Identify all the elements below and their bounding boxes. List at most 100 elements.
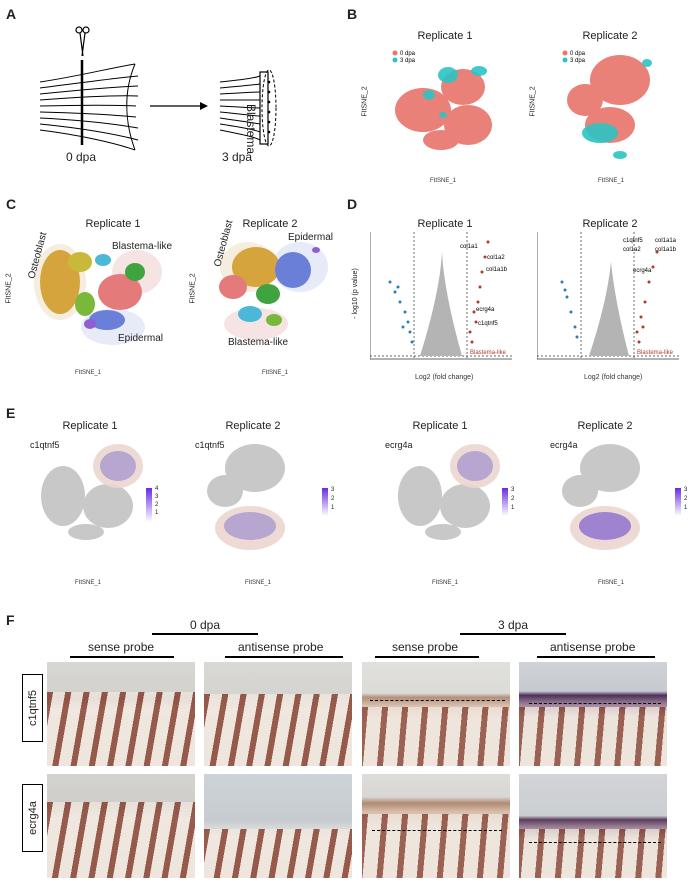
f-row-label-c1qtnf5: c1qtnf5 [22, 674, 43, 742]
c-rep1-epidermal: Epidermal [118, 333, 164, 344]
fin-rays-3dpa [219, 75, 261, 141]
e-scale-0 [146, 488, 152, 522]
b-rep1-scatter: 0 dpa 3 dpa [392, 50, 492, 150]
panel-letter-d: D [347, 196, 358, 212]
e-title-2: Replicate 1 [412, 420, 468, 432]
e-scale-3-labels: 3 2 1 [684, 486, 687, 513]
d-rep1-gene-1: col1a2 [487, 255, 505, 261]
c-rep2-ylabel: FItSNE_2 [189, 273, 197, 304]
c-rep1-xlabel: FItSNE_1 [75, 370, 102, 376]
d-rep1-corner: Blastema-like [470, 350, 507, 356]
e-xlabel-1: FItSNE_1 [245, 580, 272, 586]
e-scale-2 [502, 488, 508, 516]
e-scale-0-l2: 2 [155, 502, 159, 508]
d-rep1-gene-3: ecrg4a [476, 307, 495, 313]
e-title-1: Replicate 2 [225, 420, 281, 432]
f-bar-3dpa [460, 633, 566, 635]
panel-letter-c: C [6, 196, 17, 212]
e-plot-3 [562, 444, 640, 550]
e-scale-0-l0: 4 [155, 486, 159, 492]
c-rep2-epidermal: Epidermal [288, 232, 334, 243]
b-rep1-cloud-3dpa [423, 66, 487, 118]
e-scale-0-l1: 3 [155, 494, 159, 500]
label-blastema: Blastema [244, 104, 258, 155]
d-rep2-gene-4: ecrg4a [633, 268, 652, 274]
d-rep2-gene-0: c1qtnf5 [623, 238, 643, 244]
b-rep1-xlabel: FItSNE_1 [430, 178, 457, 184]
f-probe-0: sense probe [88, 640, 155, 654]
b-rep1-ylabel: FItSNE_2 [361, 86, 369, 117]
d-rep2-gene-3: col1a1b [655, 247, 677, 253]
e-gene-0: c1qtnf5 [30, 440, 60, 450]
e-scale-1-l0: 3 [331, 487, 335, 493]
d-rep2-volcano: Blastema-like c1qtnf5 col1a2 col1a1a col… [537, 232, 679, 360]
scissors-icon [75, 26, 90, 57]
b-rep2-title: Replicate 2 [582, 30, 638, 42]
d-rep2-gene-2: col1a1a [655, 238, 677, 244]
d-rep1-down [388, 280, 414, 344]
c-rep1-blastema: Blastema-like [112, 241, 173, 252]
b-rep2-scatter: 0 dpa 3 dpa [562, 50, 652, 159]
c-rep2-title: Replicate 2 [242, 218, 298, 230]
b-rep2-legend-3: 3 dpa [570, 58, 586, 64]
f-header-3dpa: 3 dpa [498, 618, 529, 632]
f-photo-ecrg4a-3dpa-sense [362, 774, 510, 878]
b-rep1-legend-0: 0 dpa [400, 51, 416, 57]
f-probe-bar-1 [225, 656, 343, 658]
d-rep1-gene-4: c1qtnf5 [478, 321, 498, 327]
label-0dpa: 0 dpa [66, 150, 97, 164]
blastema-dots [267, 80, 271, 134]
e-gene-1: c1qtnf5 [195, 440, 225, 450]
f-probe-bar-2 [375, 656, 479, 658]
e-scale-2-l0: 3 [511, 487, 515, 493]
d-rep1-title: Replicate 1 [417, 218, 473, 230]
e-title-0: Replicate 1 [62, 420, 118, 432]
e-title-3: Replicate 2 [577, 420, 633, 432]
e-xlabel-3: FItSNE_1 [598, 580, 625, 586]
f-probe-3: antisense probe [550, 640, 636, 654]
c-rep1-title: Replicate 1 [85, 218, 141, 230]
e-scale-1-labels: 3 2 1 [331, 486, 334, 513]
f-photo-c1qtnf5-3dpa-antisense [519, 662, 667, 766]
e-scale-2-l2: 1 [511, 505, 515, 511]
d-rep1-volcano: Blastema-like col1a1 col1a2 col1a1b ecrg… [370, 232, 512, 360]
f-bar-0dpa [152, 633, 258, 635]
panel-letter-b: B [347, 6, 358, 22]
d-rep2-gene-1: col1a2 [623, 247, 641, 253]
f-probe-1: antisense probe [238, 640, 324, 654]
c-rep1-ylabel: FItSNE_2 [5, 273, 13, 304]
panel-letter-e: E [6, 405, 16, 421]
f-photo-ecrg4a-3dpa-antisense [519, 774, 667, 878]
e-scale-1-l2: 1 [331, 505, 335, 511]
f-probe-2: sense probe [392, 640, 459, 654]
e-xlabel-0: FItSNE_1 [75, 580, 102, 586]
label-3dpa: 3 dpa [222, 150, 253, 164]
panel-letter-a: A [6, 6, 17, 22]
b-rep2-cloud-3dpa [582, 59, 652, 159]
e-gene-3: ecrg4a [550, 440, 578, 450]
e-xlabel-2: FItSNE_1 [432, 580, 459, 586]
d-rep1-xlabel: Log2 (fold change) [415, 374, 474, 381]
e-plot-1 [207, 444, 285, 550]
e-plot-2 [398, 444, 500, 540]
b-rep1-title: Replicate 1 [417, 30, 473, 42]
e-scale-1 [322, 488, 328, 516]
c-rep1-scatter [34, 244, 162, 345]
b-rep2-ylabel: FItSNE_2 [529, 86, 537, 117]
f-photo-ecrg4a-0dpa-antisense [204, 774, 352, 878]
d-rep2-up [635, 250, 659, 344]
c-rep2-xlabel: FItSNE_1 [262, 370, 289, 376]
f-probe-bar-3 [537, 656, 655, 658]
panel-letter-f: F [6, 612, 15, 628]
b-rep2-legend-0: 0 dpa [570, 51, 586, 57]
fin-diagram [39, 26, 277, 151]
c-rep2-blastema: Blastema-like [228, 337, 289, 348]
d-rep1-gene-0: col1a1 [460, 244, 478, 250]
c-rep2-scatter [219, 242, 328, 340]
e-scale-0-labels: 4 3 2 1 [155, 485, 158, 517]
e-scale-0-l3: 1 [155, 510, 159, 516]
d-rep1-up [468, 240, 490, 344]
e-scale-3-l0: 3 [684, 487, 688, 493]
f-row-label-c1qtnf5-text: c1qtnf5 [26, 689, 39, 727]
d-rep2-corner: Blastema-like [637, 350, 674, 356]
